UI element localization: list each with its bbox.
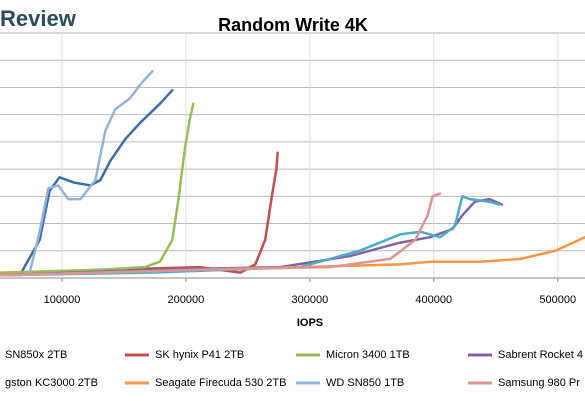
legend-label: gston KC3000 2TB xyxy=(5,377,98,389)
legend-label: Sabrent Rocket 4 xyxy=(498,349,583,361)
brand: Review xyxy=(0,6,77,31)
series-line xyxy=(0,192,442,277)
legend-label: Micron 3400 1TB xyxy=(326,349,410,361)
x-axis-title: IOPS xyxy=(297,317,323,329)
legend-label: SN850x 2TB xyxy=(5,349,67,361)
series-line xyxy=(0,102,195,274)
legend-label: Samsung 980 Pr xyxy=(498,377,580,389)
series-line xyxy=(0,151,279,277)
series-line xyxy=(18,88,174,277)
legend-label: WD SN850 1TB xyxy=(326,377,404,389)
x-tick-label: 500000 xyxy=(539,294,576,306)
legend-label: Seagate Firecuda 530 2TB xyxy=(155,377,286,389)
x-tick-label: 100000 xyxy=(44,294,81,306)
x-tick-label: 200000 xyxy=(168,294,205,306)
x-tick-label: 400000 xyxy=(415,294,452,306)
chart-title: Random Write 4K xyxy=(218,15,368,35)
x-tick-label: 300000 xyxy=(291,294,328,306)
series-line xyxy=(0,197,504,277)
legend-label: SK hynix P41 2TB xyxy=(155,349,244,361)
series-line xyxy=(28,69,154,274)
